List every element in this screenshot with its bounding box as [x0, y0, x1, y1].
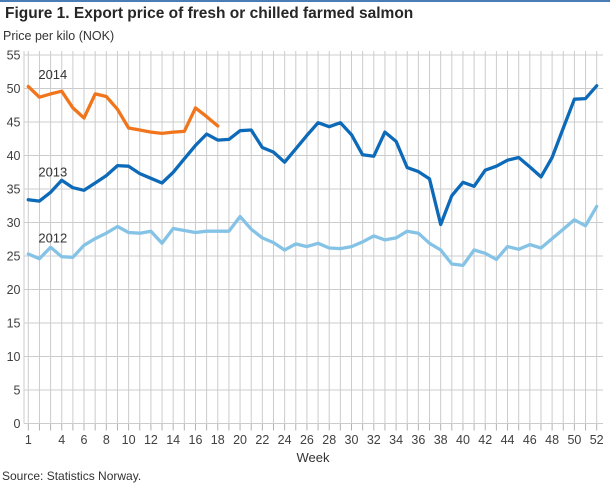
x-axis-title-label: Week	[297, 450, 330, 465]
gridlines	[23, 51, 603, 431]
top-accent-bar	[0, 0, 610, 2]
x-tick-label: 52	[590, 433, 604, 447]
y-tick-label: 25	[7, 250, 21, 264]
x-tick-label: 36	[411, 433, 425, 447]
y-tick-label: 35	[7, 183, 21, 197]
x-tick-label: 30	[345, 433, 359, 447]
x-tick-label: 6	[81, 433, 88, 447]
x-tick-label: 14	[166, 433, 180, 447]
figure-title: Figure 1. Export price of fresh or chill…	[5, 5, 414, 22]
y-tick-label: 20	[7, 283, 21, 297]
y-tick-label: 5	[14, 384, 21, 398]
series-line-2013	[26, 84, 599, 227]
x-tick-label: 46	[523, 433, 537, 447]
y-tick-label: 50	[7, 82, 21, 96]
y-tick-label: 0	[14, 417, 21, 431]
x-tick-label: 32	[367, 433, 381, 447]
y-tick-label: 15	[7, 317, 21, 331]
x-tick-label: 38	[434, 433, 448, 447]
x-tick-label: 50	[567, 433, 581, 447]
x-tick-label: 34	[389, 433, 403, 447]
series-label-2012: 2012	[38, 231, 67, 246]
x-tick-label: 10	[122, 433, 136, 447]
x-tick-label: 26	[300, 433, 314, 447]
y-tick-label: 45	[7, 116, 21, 130]
x-tick-label: 28	[322, 433, 336, 447]
y-tick-label: 30	[7, 216, 21, 230]
series-label-2014: 2014	[38, 67, 67, 82]
y-axis-title: Price per kilo (NOK)	[3, 29, 115, 43]
x-tick-label: 4	[58, 433, 65, 447]
x-tick-label: 42	[478, 433, 492, 447]
x-tick-label: 1	[25, 433, 32, 447]
x-tick-label: 48	[545, 433, 559, 447]
y-tick-label: 10	[7, 350, 21, 364]
x-tick-label: 16	[189, 433, 203, 447]
x-tick-label: 24	[278, 433, 292, 447]
x-tick-label: 8	[103, 433, 110, 447]
x-tick-label: 18	[211, 433, 225, 447]
x-tick-label: 12	[144, 433, 158, 447]
x-tick-label: 22	[255, 433, 269, 447]
x-tick-label: 40	[456, 433, 470, 447]
series-label-2013: 2013	[38, 164, 67, 179]
y-tick-label: 40	[7, 149, 21, 163]
series-line-2012	[26, 204, 599, 268]
x-tick-label: 44	[501, 433, 515, 447]
x-tick-label: 20	[233, 433, 247, 447]
series-line-2014	[26, 84, 220, 136]
y-tick-label: 55	[7, 49, 21, 63]
source-note: Source: Statistics Norway.	[2, 469, 142, 483]
